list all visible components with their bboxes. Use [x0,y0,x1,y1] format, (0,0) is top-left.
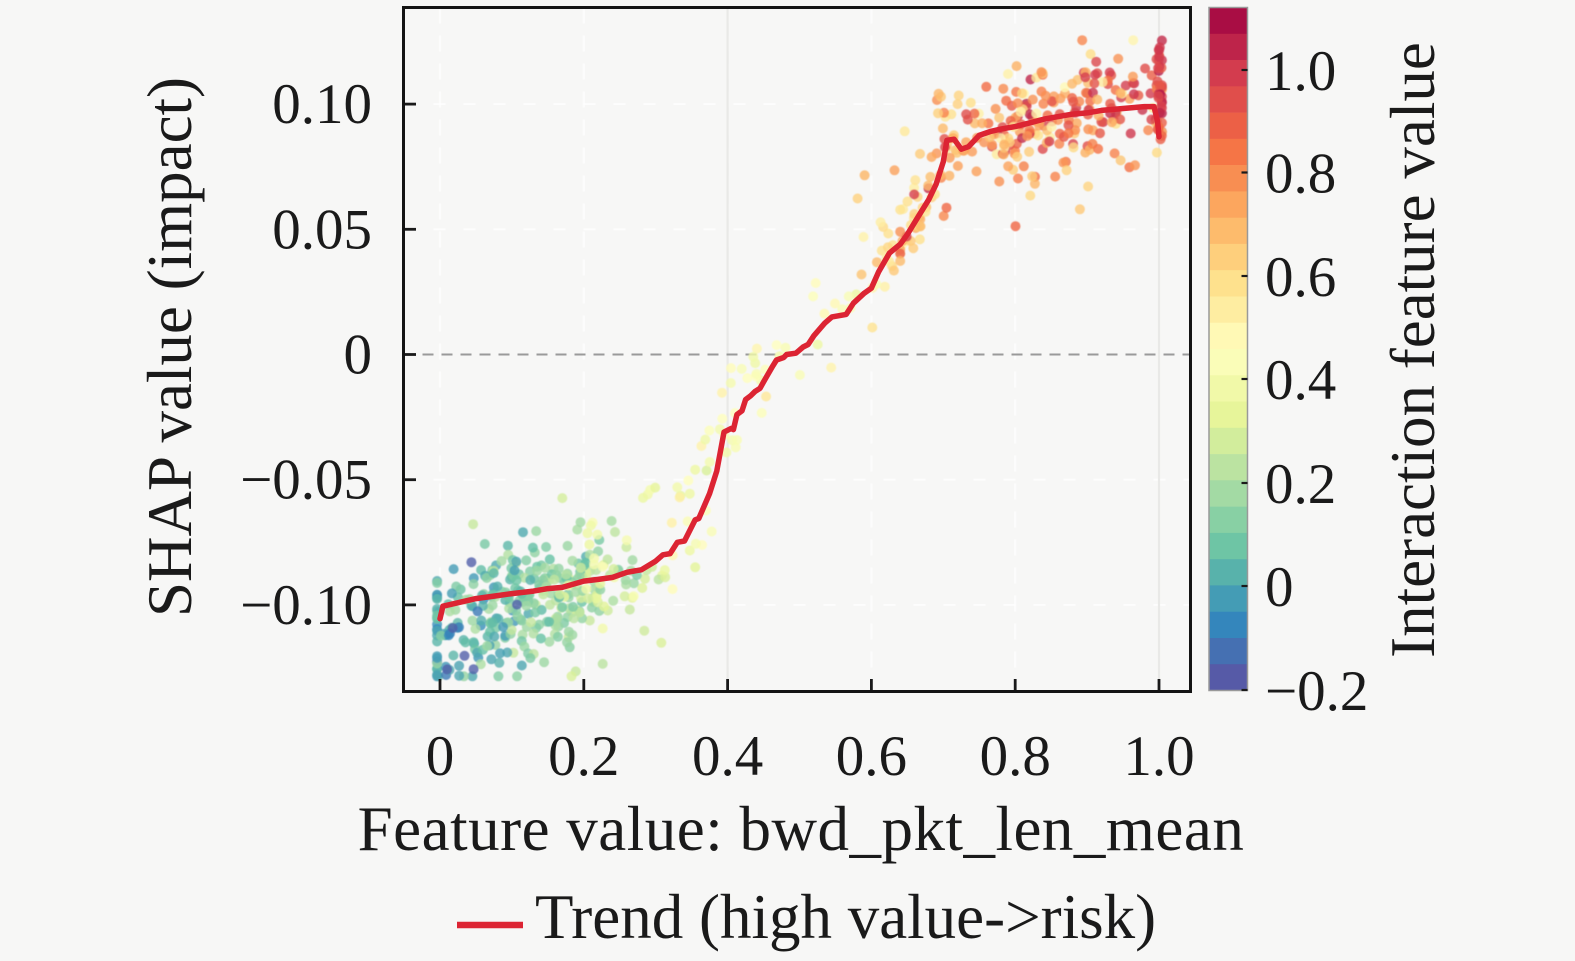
svg-text:1.0: 1.0 [1265,40,1336,103]
svg-text:−0.10: −0.10 [240,574,372,637]
svg-text:SHAP value (impact): SHAP value (impact) [135,77,205,617]
svg-text:0.2: 0.2 [548,725,619,788]
svg-text:0.4: 0.4 [692,725,763,788]
svg-text:0.2: 0.2 [1265,453,1336,516]
svg-text:0.10: 0.10 [272,73,372,136]
svg-text:0: 0 [1265,556,1294,619]
svg-text:−0.2: −0.2 [1265,660,1368,723]
svg-text:Feature value: bwd_pkt_len_mea: Feature value: bwd_pkt_len_mean [358,794,1245,864]
svg-text:0.6: 0.6 [1265,246,1336,309]
svg-text:1.0: 1.0 [1123,725,1194,788]
svg-text:Interaction feature value: Interaction feature value [1378,42,1448,658]
svg-text:0: 0 [344,324,373,387]
svg-text:0.05: 0.05 [272,198,372,261]
svg-text:0.8: 0.8 [1265,143,1336,206]
svg-text:0.4: 0.4 [1265,349,1336,412]
svg-text:−0.05: −0.05 [240,449,372,512]
svg-text:0: 0 [426,725,455,788]
svg-text:Trend (high value->risk): Trend (high value->risk) [535,882,1156,952]
svg-text:0.8: 0.8 [980,725,1051,788]
svg-text:0.6: 0.6 [836,725,907,788]
